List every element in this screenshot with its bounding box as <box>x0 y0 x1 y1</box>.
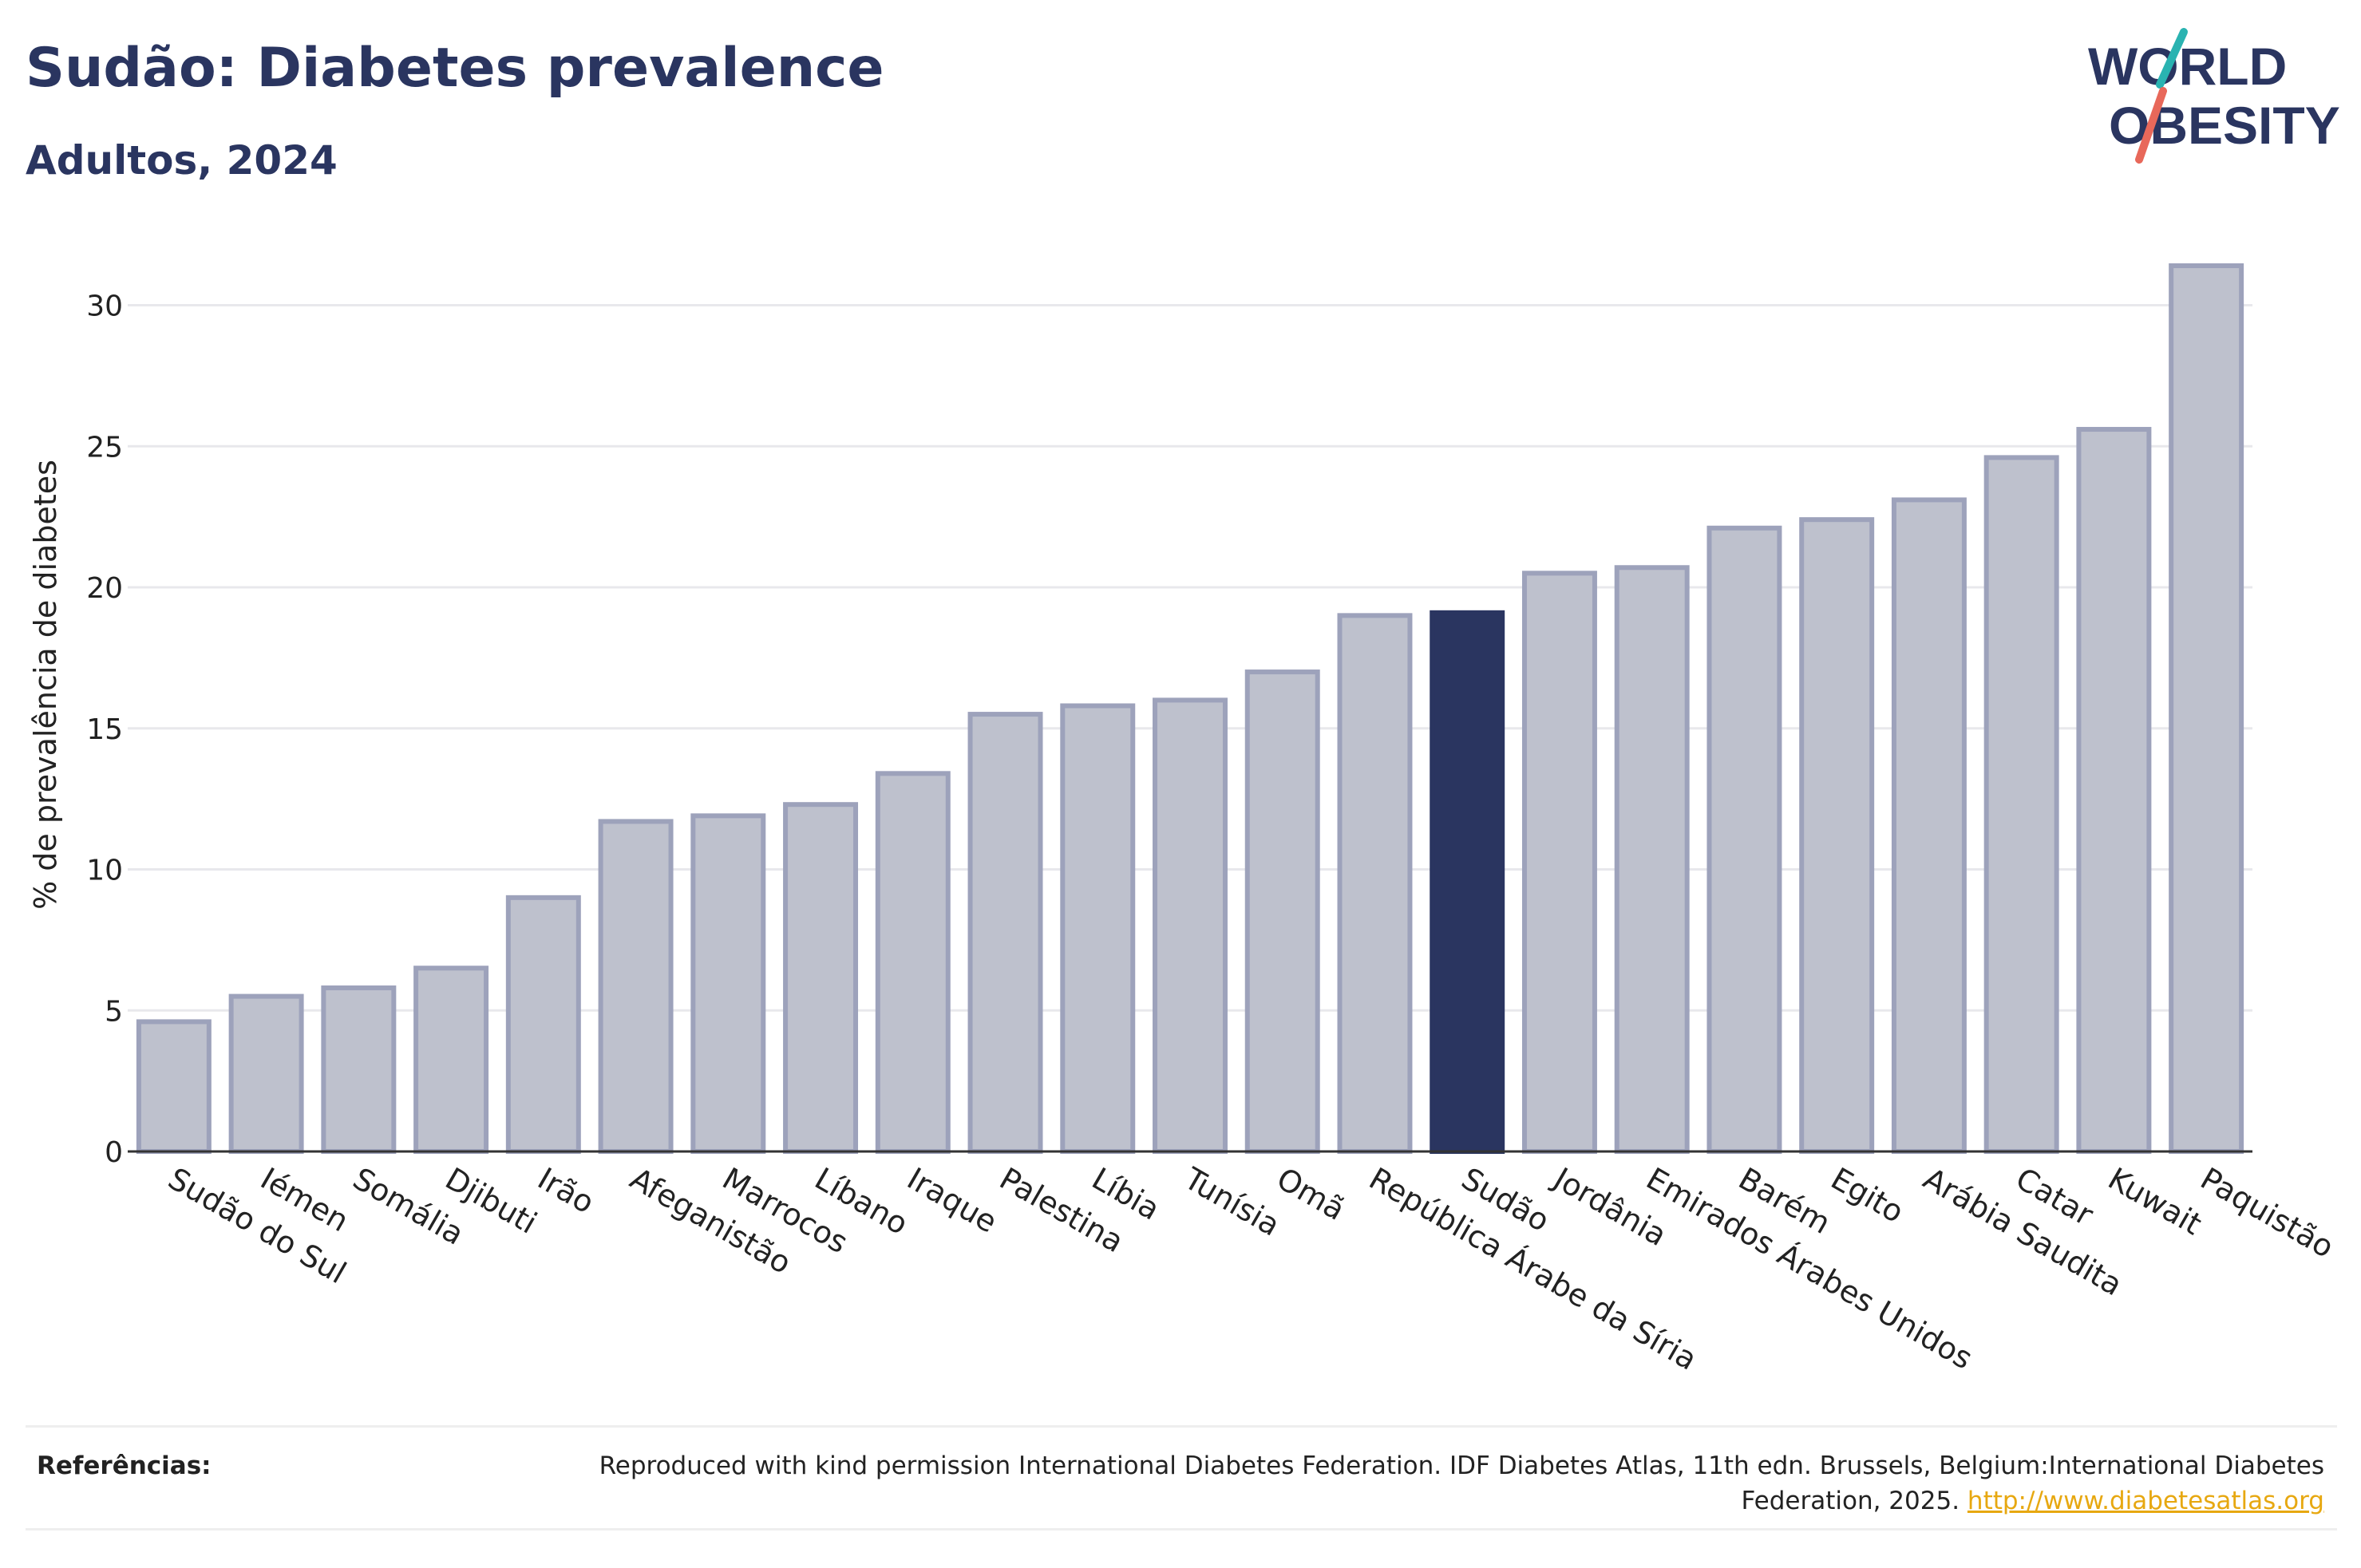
references-label: Referências: <box>37 1451 212 1480</box>
x-tick-label: Irão <box>532 1161 600 1221</box>
bar[interactable] <box>598 819 674 1155</box>
bar[interactable] <box>1153 697 1228 1154</box>
bar[interactable] <box>1891 497 1967 1154</box>
bars <box>136 263 2244 1155</box>
x-tick-label: Iraque <box>901 1161 1003 1240</box>
y-tick-label: 20 <box>86 572 123 605</box>
bar[interactable] <box>413 966 489 1154</box>
bar[interactable] <box>2169 263 2244 1154</box>
y-tick-label: 5 <box>105 995 123 1028</box>
y-tick-labels: 0 5 10 15 20 25 30 <box>86 290 123 1170</box>
bar[interactable] <box>1983 455 2059 1154</box>
y-axis-label: % de prevalência de diabetes <box>28 460 63 910</box>
x-tick-label: Kuwait <box>2102 1161 2208 1242</box>
bar[interactable] <box>1244 669 1320 1154</box>
y-tick-label: 10 <box>86 855 123 887</box>
bar[interactable] <box>875 771 951 1154</box>
bar[interactable] <box>1430 610 1505 1154</box>
x-tick-label: Tunísia <box>1178 1160 1286 1243</box>
logo-line1: WORLD <box>2088 37 2287 96</box>
bar[interactable] <box>1337 613 1413 1154</box>
bar[interactable] <box>1521 571 1597 1154</box>
bar[interactable] <box>1614 565 1690 1154</box>
bar[interactable] <box>136 1019 212 1155</box>
bar[interactable] <box>967 712 1043 1154</box>
y-tick-label: 30 <box>86 290 123 323</box>
bar[interactable] <box>1060 703 1136 1154</box>
bar[interactable] <box>1799 517 1875 1154</box>
bar[interactable] <box>321 985 397 1154</box>
references-footer: Referências: Reproduced with kind permis… <box>26 1425 2337 1530</box>
bar[interactable] <box>2076 427 2152 1154</box>
y-tick-label: 0 <box>105 1136 123 1169</box>
y-tick-label: 25 <box>86 431 123 464</box>
y-tick-label: 15 <box>86 713 123 746</box>
bar[interactable] <box>228 993 304 1154</box>
reference-link[interactable]: http://www.diabetesatlas.org <box>1967 1487 2324 1515</box>
chart-title: Sudão: Diabetes prevalence <box>26 37 884 100</box>
logo-slash-bottom <box>2135 87 2167 164</box>
bar[interactable] <box>1706 525 1782 1154</box>
bar[interactable] <box>783 802 859 1154</box>
bar[interactable] <box>690 813 766 1155</box>
chart-subtitle: Adultos, 2024 <box>26 137 338 184</box>
reference-text-block: Reproduced with kind permission Internat… <box>568 1448 2324 1519</box>
x-tick-label: Egito <box>1825 1161 1910 1230</box>
x-tick-label: Paquistão <box>2195 1161 2340 1265</box>
bar-chart: 0 5 10 15 20 25 30 Sudão do SulIémenSomáliaDji… <box>28 263 2339 1377</box>
bar[interactable] <box>505 895 581 1154</box>
logo-slash-top <box>2156 28 2188 89</box>
reference-text: Reproduced with kind permission Internat… <box>599 1451 2324 1515</box>
world-obesity-logo[interactable]: WORLD OBESITY <box>2083 24 2347 168</box>
